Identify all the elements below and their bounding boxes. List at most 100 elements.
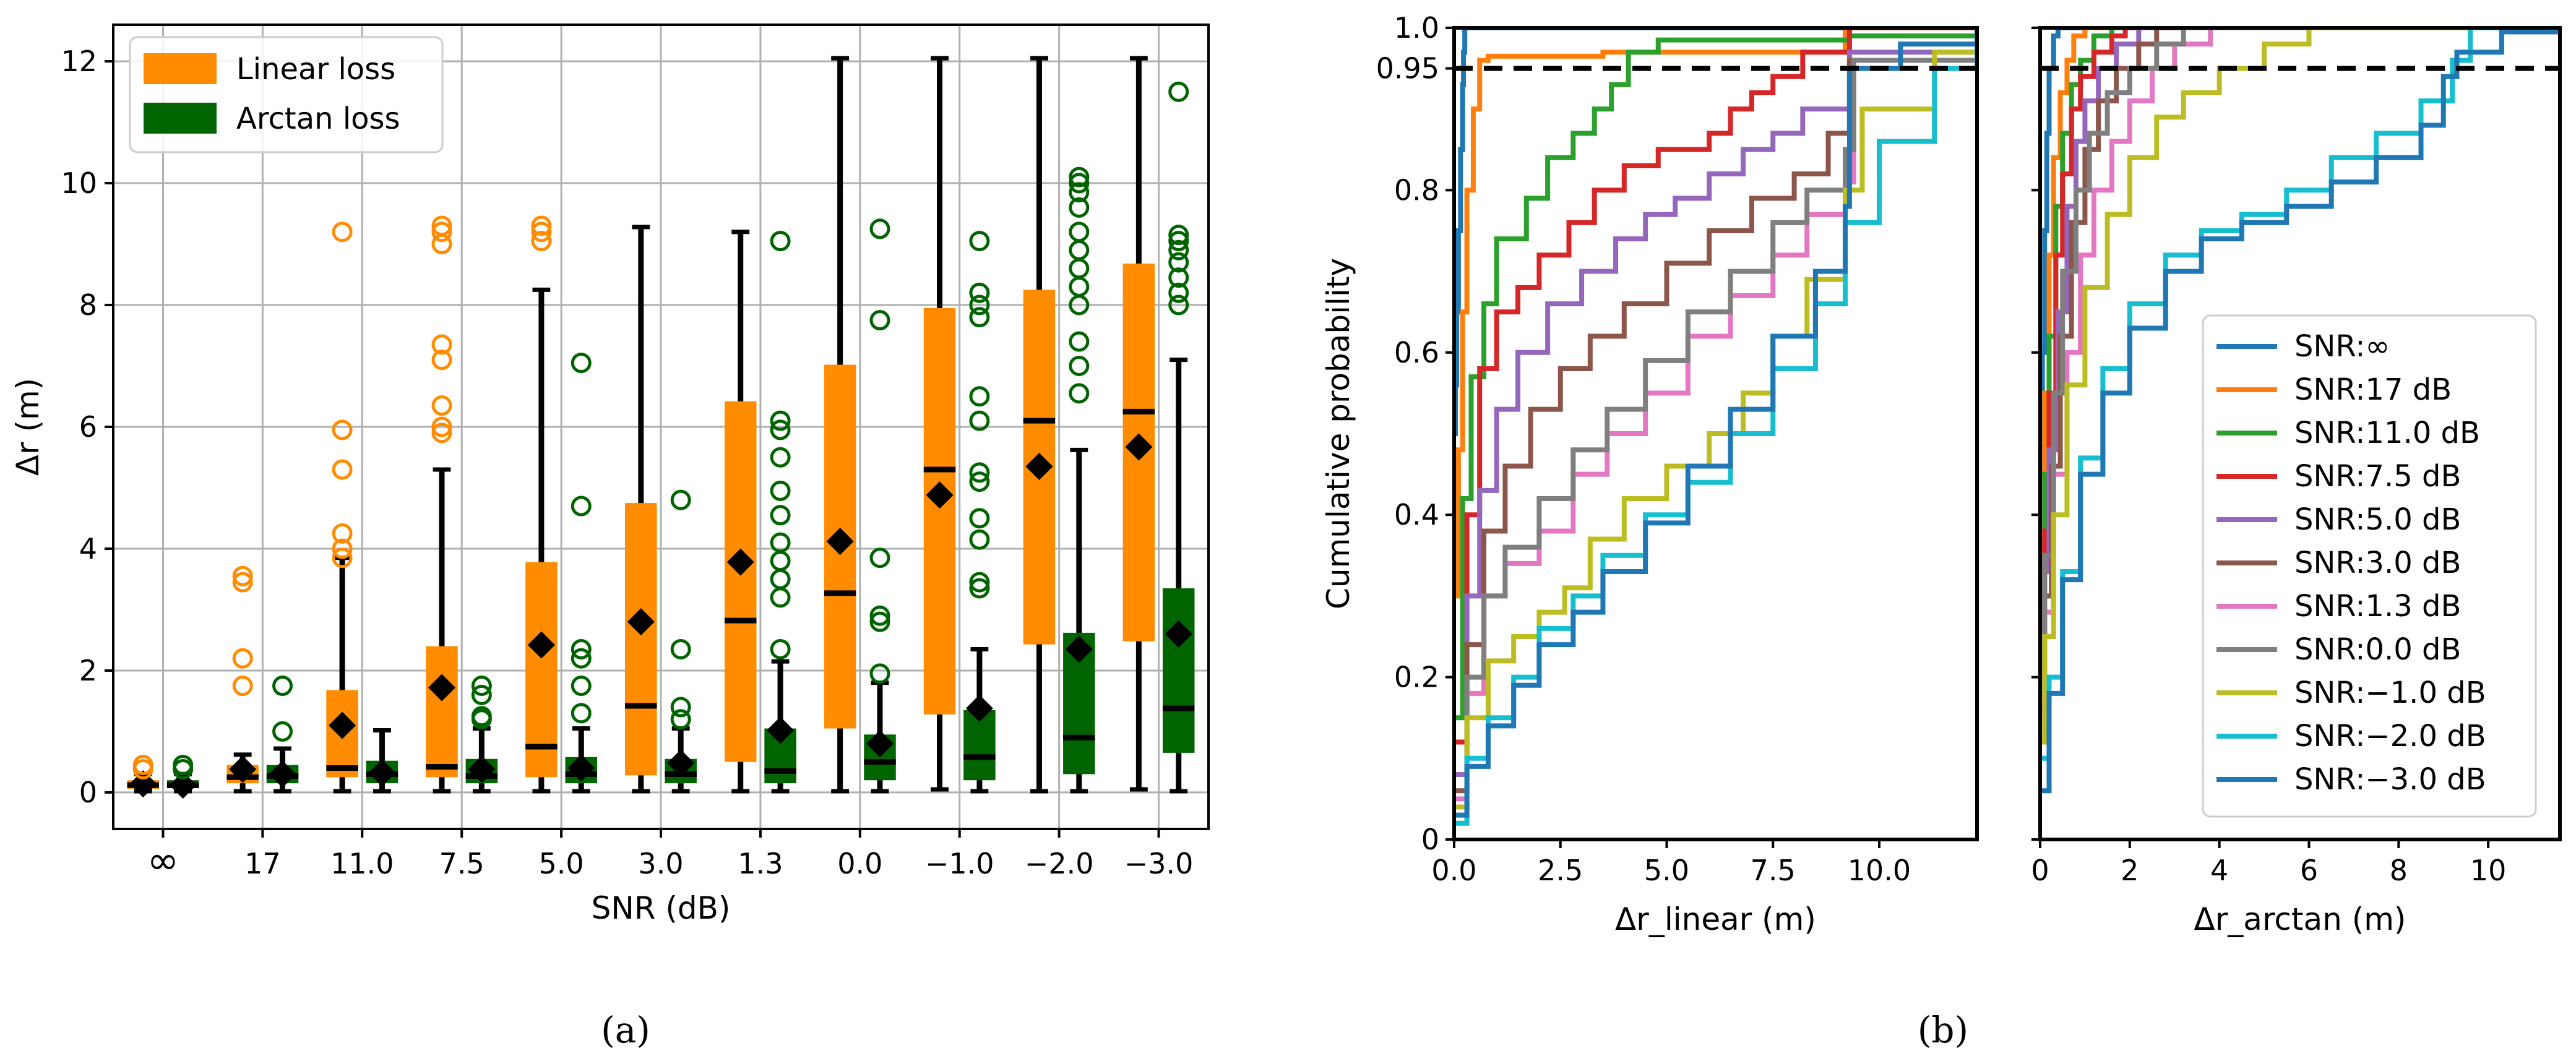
x-tick-label: 6 <box>2300 854 2318 887</box>
outlier-point <box>332 547 353 569</box>
outlier-point <box>770 638 791 659</box>
box-rect <box>525 562 558 778</box>
outlier-point <box>1069 331 1090 352</box>
mean-marker <box>1125 433 1153 461</box>
box-rect <box>625 503 657 776</box>
x-tick-label: 2.5 <box>1538 854 1583 887</box>
y-tick-label: 1.0 <box>1394 11 1439 45</box>
outlier-point <box>1069 173 1090 194</box>
legend-label: SNR:7.5 dB <box>2294 459 2461 494</box>
outlier-point <box>173 755 194 776</box>
outlier-point <box>770 419 791 440</box>
cdf-line-0 <box>1454 28 1977 436</box>
outlier-point <box>770 231 791 252</box>
x-tick-label: 7.5 <box>1751 854 1796 887</box>
outlier-point <box>431 215 452 236</box>
x-tick-label: 17 <box>244 847 281 880</box>
x-tick-label: 4 <box>2210 854 2228 887</box>
box-plot-panel: 0 2 4 6 8 10 12 ∞ 17 11.0 7.5 5.0 3.0 1.3 0.0 −1.0 −2.0−… <box>10 24 1210 926</box>
mean-marker <box>826 528 854 556</box>
y-tick-label: 0 <box>1421 823 1439 856</box>
x-tick-label: 8 <box>2390 854 2408 887</box>
mean-marker <box>627 608 655 636</box>
outlier-point <box>670 697 691 718</box>
y-tick-label: 0 <box>79 776 97 809</box>
outlier-point <box>431 423 452 444</box>
outlier-point <box>670 709 691 730</box>
outlier-point <box>770 532 791 553</box>
outlier-point <box>969 294 990 316</box>
outlier-point <box>332 419 353 440</box>
outlier-point <box>670 638 691 659</box>
outlier-point <box>969 471 990 492</box>
outlier-point <box>1168 225 1189 246</box>
x-axis-label: Δr_arctan (m) <box>2194 901 2406 937</box>
outlier-point <box>670 489 691 510</box>
cdf-lines-group <box>2040 28 2560 794</box>
outlier-point <box>969 282 990 303</box>
outlier-point <box>431 334 452 355</box>
cdf-line-8 <box>1454 28 1977 810</box>
outlier-point <box>531 221 552 243</box>
outlier-point <box>770 505 791 526</box>
y-tick-label: 0.8 <box>1394 173 1439 207</box>
legend-box: Linear loss Arctan loss <box>129 36 444 153</box>
outlier-point <box>571 353 592 374</box>
cdf-line-5 <box>1454 28 1977 794</box>
outlier-point <box>869 605 890 626</box>
x-tick-label: 1.3 <box>738 847 783 880</box>
y-tick-label: 2 <box>79 654 97 687</box>
outlier-point <box>1069 356 1090 377</box>
x-tick-label: 0.0 <box>837 847 882 880</box>
x-tick-label: 0.0 <box>1431 854 1476 887</box>
legend-label: SNR:−1.0 dB <box>2294 676 2486 710</box>
outlier-point <box>1069 197 1090 218</box>
outlier-point <box>969 462 990 483</box>
outlier-point <box>1168 252 1189 273</box>
cdf-linear-panel: 0.0 2.5 5.0 7.5 10.0 Δr_linear (m) 0 0.2 0.4 0.6 0… <box>1320 11 1979 937</box>
outlier-point <box>969 529 990 550</box>
outlier-point <box>571 638 592 659</box>
mean-marker <box>1165 620 1192 648</box>
mean-marker <box>368 759 396 787</box>
cdf-line-1 <box>1454 28 1977 599</box>
outlier-point <box>1168 294 1189 316</box>
legend-label: SNR:11.0 dB <box>2294 416 2480 450</box>
mean-marker <box>767 716 795 744</box>
legend-frame <box>2202 314 2537 818</box>
outlier-point <box>770 410 791 431</box>
outlier-point <box>471 676 492 697</box>
outlier-point <box>431 395 452 416</box>
cdf-line-3 <box>1454 28 1977 745</box>
legend-label: SNR:5.0 dB <box>2294 502 2461 537</box>
mean-marker <box>129 770 157 798</box>
mean-marker <box>667 749 695 777</box>
outlier-point <box>1168 282 1189 303</box>
outlier-point <box>571 648 592 669</box>
panel-label-b: (b) <box>1918 1009 1968 1051</box>
outlier-point <box>969 578 990 599</box>
outlier-point <box>531 215 552 236</box>
outlier-point <box>969 410 990 431</box>
outlier-point <box>1069 383 1090 404</box>
mean-marker <box>169 771 197 799</box>
y-tick-label: 0.6 <box>1394 336 1439 369</box>
mean-marker <box>468 755 496 783</box>
box-rect <box>426 646 458 778</box>
outlier-point <box>232 648 253 669</box>
legend-label: SNR:∞ <box>2294 329 2390 364</box>
outlier-point <box>1069 166 1090 187</box>
outlier-point <box>232 572 253 593</box>
cdf-line-0 <box>2040 28 2560 477</box>
outlier-point <box>272 721 293 742</box>
mean-marker <box>1065 635 1093 663</box>
x-axis-label: SNR (dB) <box>592 890 731 926</box>
x-tick-label: 5.0 <box>539 847 584 880</box>
x-tick-label: 2 <box>2121 854 2139 887</box>
legend-swatch <box>144 103 217 134</box>
outlier-point <box>1168 231 1189 252</box>
outlier-point <box>1168 239 1189 260</box>
x-tick-label: 10.0 <box>1848 854 1911 887</box>
